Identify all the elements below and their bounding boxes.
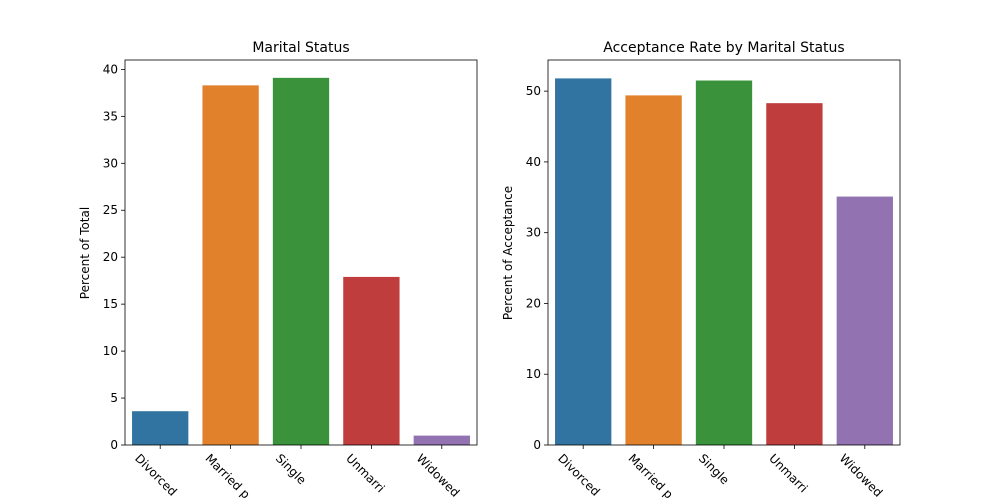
y-tick-label-left: 0 [110, 438, 118, 452]
bar-right-2 [625, 95, 682, 445]
x-tick-label-left: Divorced [132, 451, 180, 499]
y-tick-label-right: 30 [526, 226, 541, 240]
y-axis-label-left: Percent of Total [78, 207, 92, 299]
bar-left-3 [272, 77, 330, 445]
y-tick-label-left: 25 [103, 203, 118, 217]
y-tick-label-left: 15 [103, 297, 118, 311]
chart-left: Marital Status Percent of Total 0 5 10 15 20… [78, 40, 478, 502]
y-axis-label-right: Percent of Acceptance [501, 186, 515, 320]
x-tick-label-right: Divorced [555, 451, 603, 499]
bar-right-1 [555, 78, 612, 446]
plot-area-left: 0 5 10 15 20 25 30 35 40 Divorced Married p Single U… [103, 59, 478, 502]
bar-right-4 [766, 103, 823, 446]
bar-left-1 [132, 411, 189, 445]
bar-right-3 [695, 80, 753, 446]
bar-right-5 [836, 196, 893, 445]
bar-left-2 [202, 85, 259, 445]
chart-title-right: Acceptance Rate by Marital Status [603, 40, 844, 56]
x-tick-label-left: Single [273, 451, 309, 487]
plot-area-right: 0 10 20 30 40 50 Divorced Married p Single Unmarr… [526, 59, 901, 502]
x-tick-label-right: Married p [625, 451, 675, 500]
x-tick-label-left: Widowed [414, 451, 463, 500]
y-tick-label-left: 10 [103, 344, 118, 358]
axes-frame-right [547, 59, 901, 446]
x-tick-label-right: Widowed [837, 451, 886, 500]
bar-left-4 [343, 276, 400, 445]
y-tick-label-right: 50 [526, 84, 541, 98]
x-tick-label-right: Single [696, 451, 732, 487]
y-tick-label-right: 0 [533, 438, 541, 452]
chart-title-left: Marital Status [252, 40, 349, 56]
y-tick-label-right: 20 [526, 296, 541, 310]
y-tick-label-right: 10 [526, 367, 541, 381]
y-tick-label-left: 5 [110, 391, 118, 405]
axes-frame-left [124, 59, 478, 446]
y-tick-label-left: 20 [103, 250, 118, 264]
y-tick-label-left: 40 [103, 62, 118, 76]
y-tick-label-left: 30 [103, 156, 118, 170]
y-tick-label-right: 40 [526, 155, 541, 169]
chart-right: Acceptance Rate by Marital Status Percen… [501, 40, 901, 502]
x-tick-label-left: Unmarri [343, 451, 387, 495]
x-tick-label-right: Unmarri [766, 451, 810, 495]
bar-left-5 [413, 435, 470, 445]
x-tick-label-left: Married p [202, 451, 252, 500]
y-tick-label-left: 35 [103, 109, 118, 123]
